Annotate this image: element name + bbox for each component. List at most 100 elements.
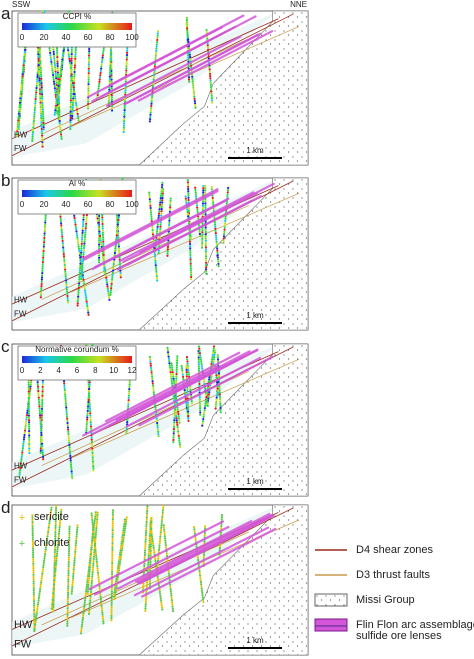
sample — [117, 216, 120, 219]
sample — [119, 547, 122, 550]
colorbar-tick: 6 — [75, 366, 80, 375]
sample — [58, 76, 62, 79]
sample — [87, 54, 91, 57]
sample — [52, 76, 55, 79]
sample — [20, 88, 23, 91]
colorbar-tick: 8 — [93, 366, 98, 375]
sample — [80, 242, 83, 246]
sample — [186, 397, 189, 400]
sample — [32, 119, 35, 123]
sample — [59, 222, 63, 225]
sample — [66, 421, 69, 425]
sample — [111, 269, 115, 272]
sample — [119, 549, 122, 552]
sample — [186, 390, 189, 393]
sample — [41, 572, 44, 575]
sample — [68, 55, 71, 58]
sample — [42, 247, 45, 250]
sample — [215, 245, 219, 248]
sample — [18, 473, 21, 476]
sample — [193, 93, 196, 96]
sample — [18, 103, 21, 107]
sample — [200, 583, 203, 586]
sample — [110, 588, 113, 591]
sample — [199, 235, 202, 238]
sample — [190, 400, 193, 403]
sample — [72, 566, 76, 569]
sample — [67, 547, 71, 550]
sample — [67, 554, 71, 557]
sample — [199, 409, 202, 412]
sample — [47, 524, 51, 527]
sample — [87, 85, 90, 88]
sample — [38, 594, 41, 597]
sample — [100, 609, 104, 612]
sample — [40, 125, 43, 128]
scale-label: 1 km — [246, 477, 264, 486]
sample — [32, 573, 35, 576]
sample — [149, 540, 153, 544]
sample — [87, 69, 90, 73]
sample — [40, 134, 44, 137]
hw-label: HW — [14, 130, 28, 139]
sample — [73, 557, 76, 560]
sample — [206, 46, 210, 49]
sample — [160, 526, 163, 529]
sample — [86, 405, 90, 408]
sample — [54, 567, 57, 571]
sample — [72, 92, 75, 96]
sample — [41, 383, 44, 386]
sample — [118, 263, 122, 266]
sample — [161, 513, 164, 516]
sample — [42, 458, 45, 461]
colorbar — [22, 356, 132, 363]
sample — [27, 392, 30, 395]
sample — [37, 601, 40, 604]
sample — [62, 253, 65, 256]
sample — [32, 597, 36, 601]
sample — [27, 385, 30, 389]
sample — [70, 465, 73, 469]
sample — [76, 115, 80, 118]
sample — [44, 550, 47, 553]
sample — [220, 527, 223, 530]
sample — [142, 586, 145, 590]
sample — [121, 536, 124, 539]
sample — [180, 364, 183, 368]
sample — [53, 111, 57, 114]
sample — [96, 567, 99, 570]
sample — [86, 407, 90, 410]
sample — [198, 407, 202, 410]
sample — [186, 36, 190, 39]
sample — [65, 279, 68, 282]
sample — [217, 262, 220, 266]
sample — [67, 563, 70, 566]
sample — [148, 120, 152, 123]
sample — [76, 526, 79, 529]
sample — [28, 447, 31, 450]
sample — [75, 230, 78, 233]
sample — [62, 47, 65, 50]
sample — [64, 397, 67, 400]
sample — [167, 357, 171, 360]
sample — [101, 58, 104, 61]
sample — [122, 126, 125, 129]
sample — [54, 506, 58, 510]
sample — [146, 570, 149, 573]
sample — [83, 285, 86, 288]
ore-lens — [106, 35, 242, 107]
sample — [158, 590, 161, 593]
sample — [58, 122, 61, 125]
sample — [89, 599, 92, 602]
sample — [38, 72, 41, 76]
sample — [188, 240, 192, 243]
sample — [185, 27, 189, 30]
sample — [77, 284, 81, 287]
sample — [198, 572, 201, 575]
sample — [159, 528, 163, 532]
sample — [28, 445, 31, 448]
sample — [40, 278, 43, 281]
sample — [49, 56, 52, 59]
sample — [67, 582, 70, 586]
sample — [123, 106, 126, 110]
